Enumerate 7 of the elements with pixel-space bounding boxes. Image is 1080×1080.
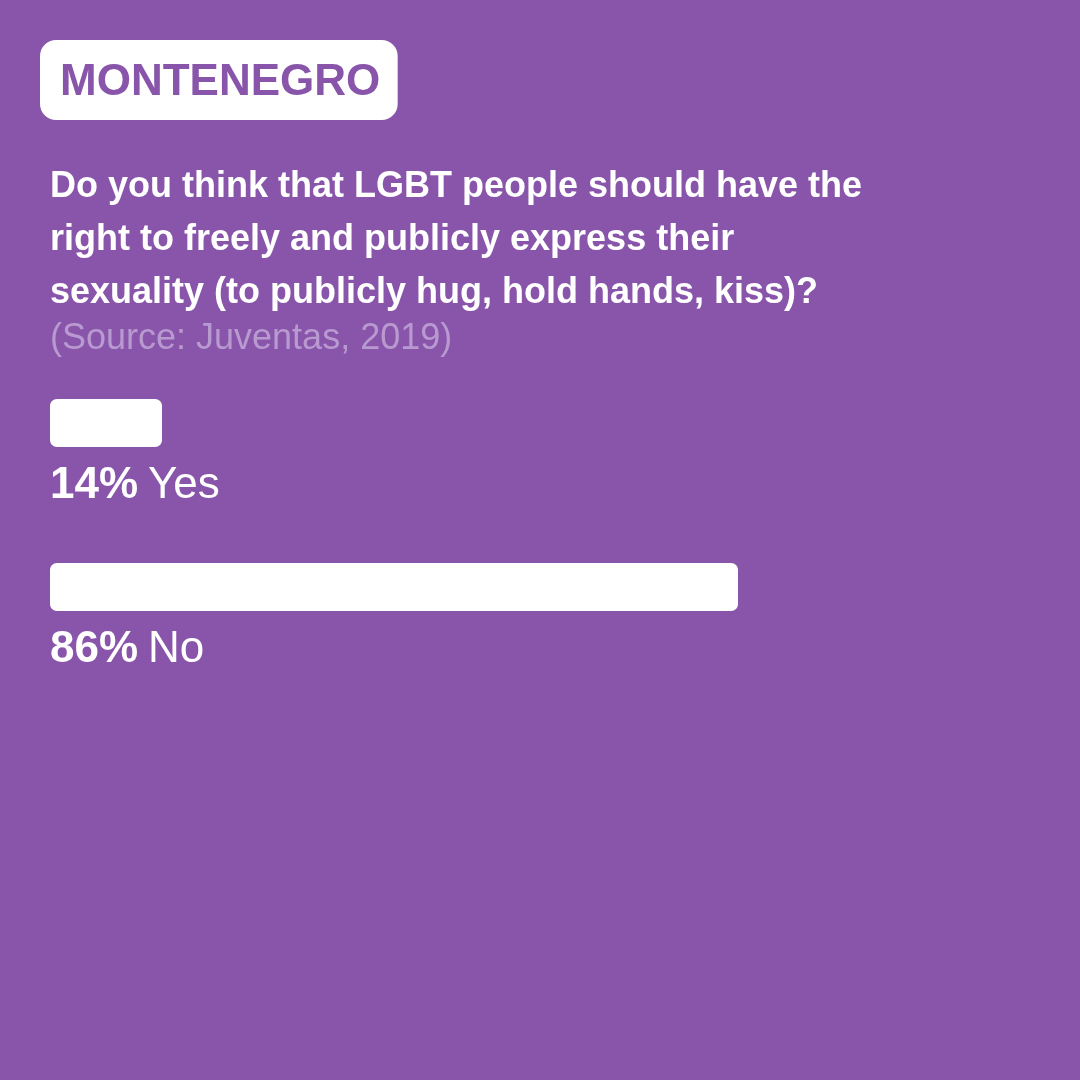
chart-subtitle: Do you think that LGBT people should have the right to freely and publicly express their sexuality (to publicly hug, hold hands, kiss)? xyxy=(50,164,863,311)
text: (Source: Juventas, 2019) xyxy=(50,316,453,357)
data-label: 86% xyxy=(50,622,139,671)
y-tick-label: Yes xyxy=(148,458,220,507)
data-label: 14% xyxy=(50,458,139,507)
chart-title: MONTENEGRO xyxy=(60,55,381,104)
y-tick-label: No xyxy=(148,622,205,671)
